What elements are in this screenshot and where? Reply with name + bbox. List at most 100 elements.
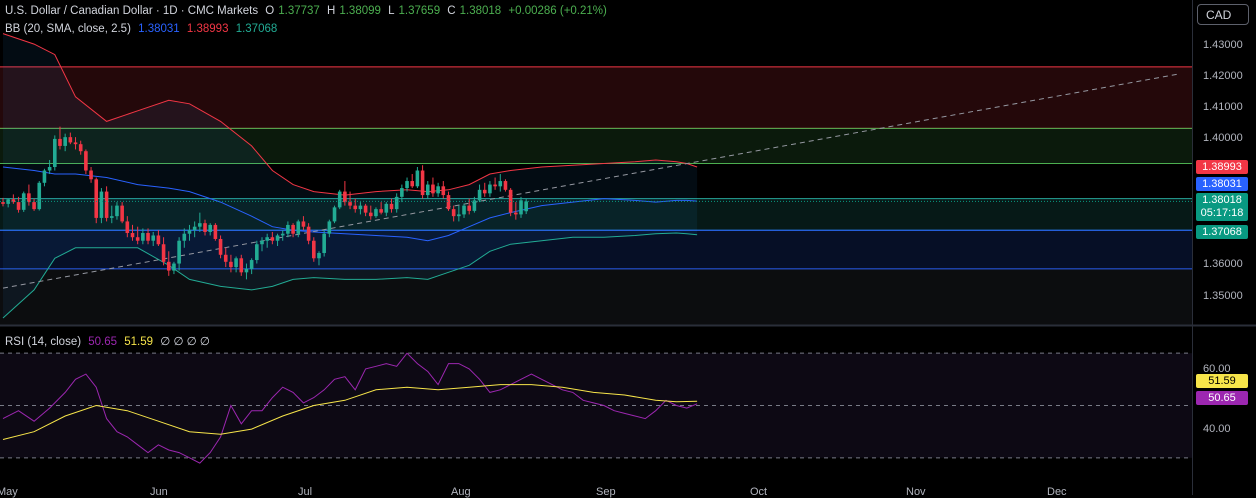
candle-body — [249, 260, 254, 269]
candle-body — [374, 209, 378, 217]
candle-body — [425, 184, 430, 196]
price-tick-label: 1.40000 — [1203, 132, 1243, 144]
candle-body — [229, 261, 233, 268]
candle-body — [322, 233, 326, 254]
candle-body — [270, 237, 275, 241]
rsi-series-line — [2, 384, 698, 440]
candle-body — [218, 238, 223, 255]
candle-body — [172, 263, 176, 271]
bb-upper-line — [2, 33, 698, 196]
candle-body — [488, 184, 492, 194]
bb-basis-value: 1.38031 — [138, 23, 180, 35]
candle-body — [343, 191, 347, 203]
bb-basis-line — [2, 166, 698, 242]
candle-body — [503, 181, 508, 190]
bar-countdown: 05:17:18 — [1200, 207, 1244, 219]
open-value: 1.37737 — [278, 5, 320, 17]
candle-body — [115, 205, 119, 217]
candle-body — [203, 223, 207, 232]
candle-body — [431, 184, 435, 194]
candle-body — [400, 188, 404, 197]
price-tick-label: 1.43000 — [1203, 39, 1243, 51]
candle-body — [68, 137, 73, 143]
bb-label: BB (20, SMA, close, 2.5) — [5, 23, 131, 35]
candle-body — [166, 261, 171, 271]
candle-body — [239, 258, 244, 273]
candle-body — [58, 138, 62, 146]
candle-body — [472, 200, 477, 211]
candle-body — [161, 244, 166, 262]
candle-body — [457, 214, 461, 217]
high-value: 1.38099 — [339, 5, 381, 17]
candle-body — [120, 205, 124, 222]
rsi-tick-label: 60.00 — [1203, 363, 1231, 375]
candle-body — [286, 224, 290, 234]
rsi-ma-legend-value: 51.59 — [124, 336, 154, 348]
candle-body — [16, 202, 21, 210]
candle-body — [27, 193, 31, 203]
candle-body — [446, 195, 451, 210]
price-zone — [0, 128, 1192, 164]
candle-body — [89, 170, 93, 180]
candle-body — [410, 181, 415, 187]
currency-button[interactable]: CAD — [1197, 4, 1249, 25]
rsi-legend[interactable]: RSI (14, close) 50.65 51.59 ∅ ∅ ∅ ∅ — [5, 334, 214, 348]
candle-body — [415, 170, 420, 187]
candle-body — [353, 205, 358, 210]
last-price-value: 1.38018 — [1202, 194, 1242, 206]
price-tick-label: 1.36000 — [1203, 258, 1243, 270]
candle-body — [78, 144, 83, 152]
price-tick-label: 1.42000 — [1203, 70, 1243, 82]
candle-body — [306, 226, 311, 241]
candle-body — [337, 191, 342, 208]
time-axis-label: Jul — [298, 486, 313, 498]
candle-body — [32, 202, 36, 210]
time-axis-label: Dec — [1047, 486, 1067, 498]
candle-body — [514, 212, 518, 215]
candle-body — [1, 202, 5, 204]
candle-body — [141, 233, 145, 241]
rsi-legend-value: 50.65 — [88, 336, 118, 348]
close-value: 1.38018 — [459, 5, 502, 17]
candle-body — [63, 137, 67, 146]
candle-body — [192, 226, 197, 231]
candle-body — [213, 224, 218, 239]
candle-body — [109, 216, 114, 218]
bb-legend[interactable]: BB (20, SMA, close, 2.5) 1.38031 1.38993… — [5, 23, 281, 35]
candle-body — [317, 253, 321, 259]
candle-body — [301, 221, 306, 227]
time-axis-label: Nov — [906, 486, 926, 498]
rsi-label: RSI (14, close) — [5, 336, 82, 348]
candle-body — [332, 207, 337, 222]
candle-body — [37, 182, 42, 210]
candle-body — [104, 191, 109, 218]
candle-body — [208, 224, 212, 232]
candle-body — [280, 233, 285, 236]
candle-body — [389, 203, 394, 210]
candle-body — [493, 184, 497, 187]
candle-body — [394, 196, 399, 210]
candle-body — [296, 221, 301, 234]
candle-body — [234, 258, 238, 268]
rsi-badge: 50.65 — [1196, 391, 1248, 405]
time-axis-label: May — [0, 486, 18, 498]
candle-body — [198, 223, 202, 227]
candle-body — [436, 186, 440, 194]
lower-shade — [0, 268, 1192, 325]
price-tick-label: 1.35000 — [1203, 290, 1243, 302]
rsi-ma-badge: 51.59 — [1196, 374, 1248, 388]
candle-body — [11, 199, 16, 203]
lower-band-price-badge: 1.37068 — [1196, 225, 1248, 239]
change-value: +0.00286 (+0.21%) — [508, 5, 607, 17]
rsi-series-line — [2, 352, 698, 464]
candle-body — [244, 268, 249, 273]
close-label: C — [447, 5, 456, 17]
candle-body — [146, 233, 150, 241]
candle-body — [467, 205, 471, 211]
candle-body — [441, 186, 446, 196]
candle-body — [21, 193, 26, 210]
low-label: L — [388, 5, 395, 17]
candle-body — [312, 240, 316, 259]
low-value: 1.37659 — [398, 5, 441, 17]
